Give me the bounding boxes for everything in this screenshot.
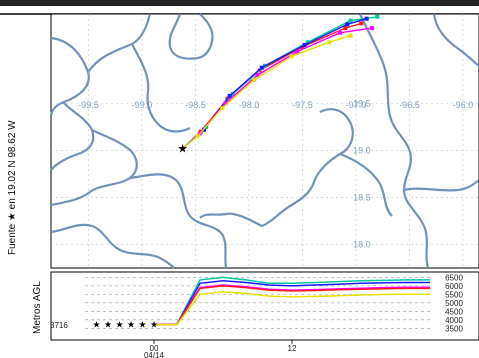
height-trajectory-line — [154, 291, 430, 326]
map-trajectory-point — [195, 134, 200, 139]
border-line — [129, 173, 228, 269]
map-trajectory-point — [220, 106, 225, 111]
lat-tick-label: 19.0 — [353, 145, 371, 155]
time-tick-label: 12 — [288, 344, 297, 353]
height-trajectories: ★ ★ ★ ★ ★ ★ — [92, 276, 430, 330]
start-star-icon: ★ — [127, 320, 135, 330]
lon-tick-label: -97.5 — [292, 100, 313, 110]
map-trajectory-point — [327, 40, 332, 45]
height-tick-label: 5500 — [445, 290, 463, 299]
map-trajectory-point — [259, 65, 264, 70]
map-trajectory-point — [364, 16, 369, 21]
start-star-icon: ★ — [104, 320, 112, 330]
map-trajectory-point — [348, 33, 353, 38]
lon-tick-label: -97.0 — [346, 100, 367, 110]
height-trajectory-line — [153, 284, 430, 326]
map-trajectory-point — [255, 73, 260, 78]
height-tick-label: 6000 — [445, 282, 463, 291]
height-tick-label: 4500 — [445, 307, 463, 316]
height-tick-label: 4000 — [445, 316, 463, 325]
border-line — [339, 152, 393, 217]
state-borders — [49, 13, 479, 269]
lat-tick-label: 18.5 — [353, 192, 371, 202]
height-axis-label: Metros AGL — [32, 281, 43, 334]
height-trajectory-line — [153, 285, 430, 326]
map-trajectory-point — [345, 22, 350, 27]
lon-tick-label: -99.0 — [132, 100, 153, 110]
map-trajectory-point — [370, 26, 374, 31]
height-tick-label: 5000 — [445, 299, 463, 308]
border-line — [131, 43, 191, 133]
time-axis: 00 12 04/14 — [51, 339, 479, 358]
lon-tick-label: -99.5 — [78, 100, 99, 110]
map-trajectory-point — [227, 93, 232, 98]
lon-tick-label: -98.0 — [239, 100, 260, 110]
border-line — [199, 212, 263, 227]
height-trajectory-line — [153, 276, 430, 326]
map-trajectory-point — [252, 77, 257, 82]
lon-tick-label: -96.5 — [399, 100, 420, 110]
start-star-icon: ★ — [138, 320, 146, 330]
start-star-icon: ★ — [92, 320, 100, 330]
source-location-label: Fuente ★ en 19.02 N 98.62 W — [7, 120, 18, 255]
border-line — [168, 13, 214, 60]
header-band — [0, 0, 479, 6]
start-star-icon: ★ — [115, 320, 123, 330]
map-trajectory-point — [223, 101, 228, 106]
border-line — [261, 108, 354, 228]
height-tick-label: 6500 — [445, 273, 463, 282]
source-star-icon: ★ — [177, 142, 188, 156]
map-trajectory-point — [375, 14, 380, 19]
map-panel: -99.5 -99.0 -98.5 -98.0 -97.5 -97.0 -96.5 -96.0… — [49, 13, 479, 269]
lon-tick-label: -98.5 — [185, 100, 206, 110]
date-label: 04/14 — [144, 351, 165, 358]
height-trajectory-line — [153, 280, 430, 326]
map-grid: -99.5 -99.0 -98.5 -98.0 -97.5 -97.0 -96.5 -96.0… — [51, 14, 479, 268]
map-trajectory-point — [343, 26, 348, 31]
border-line — [50, 101, 95, 171]
source-marker: ★ — [177, 142, 188, 156]
border-line — [432, 13, 479, 67]
map-trajectory-point — [359, 21, 364, 26]
map-trajectories — [182, 14, 380, 150]
border-line — [358, 13, 430, 269]
map-trajectory-point — [289, 54, 294, 59]
time-tick-label: 00 — [150, 344, 159, 353]
lon-tick-label: -96.0 — [453, 100, 474, 110]
border-line — [49, 36, 90, 116]
border-line — [403, 179, 479, 192]
height-tick-label: 3500 — [445, 324, 463, 333]
map-trajectory-point — [230, 91, 235, 96]
map-trajectory-point — [295, 49, 300, 54]
lat-tick-label: 18.0 — [353, 239, 371, 249]
map-trajectory-point — [348, 18, 353, 23]
map-trajectory-point — [305, 40, 310, 45]
start-height-label: 3716 — [50, 321, 68, 330]
lat-tick-label: 19.5 — [353, 98, 371, 108]
map-trajectory-point — [302, 43, 307, 48]
border-line — [50, 223, 175, 269]
map-trajectory-point — [337, 30, 342, 35]
start-star-icon: ★ — [150, 320, 158, 330]
